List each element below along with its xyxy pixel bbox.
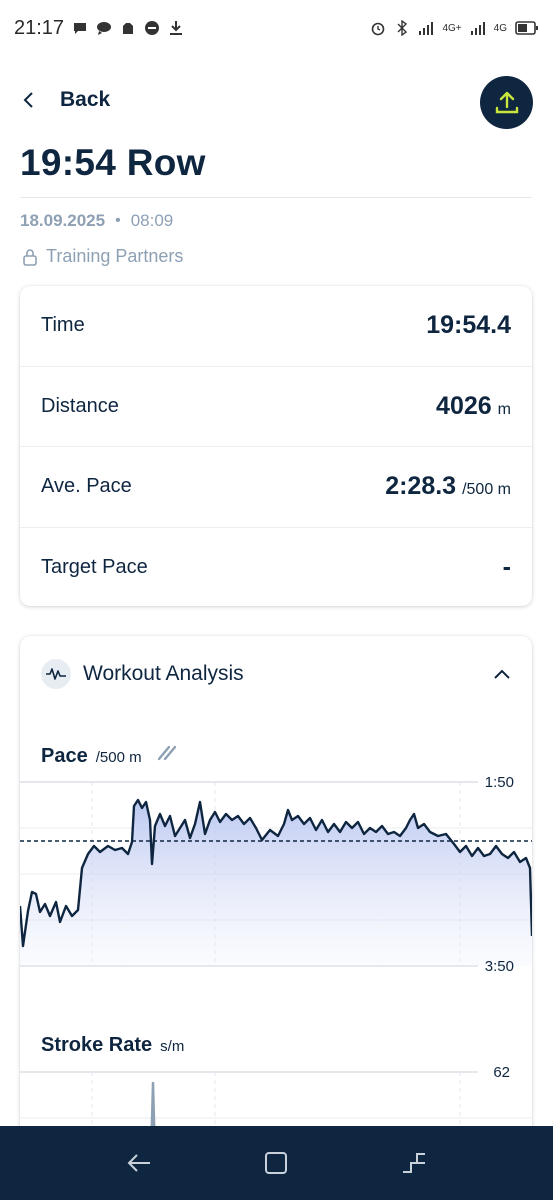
- stat-row-time: Time 19:54.4: [20, 286, 532, 367]
- stat-number: -: [502, 553, 511, 582]
- back-label: Back: [60, 88, 111, 111]
- waveform-icon: [41, 659, 71, 689]
- stroke-rate-label: Stroke Rate: [41, 1034, 153, 1056]
- stroke-axis-top: 62: [493, 1066, 510, 1081]
- payment-app-icon: [145, 21, 160, 35]
- nav-home-button[interactable]: [256, 1143, 296, 1183]
- status-time: 21:17: [14, 16, 65, 39]
- status-bar: 21:17 4G+ 4G: [0, 0, 553, 56]
- signal-icon-2: [470, 22, 485, 35]
- workout-analysis-card: Workout Analysis Pace /500 m 1:50 3:50 S…: [20, 636, 532, 1156]
- analysis-header[interactable]: Workout Analysis: [41, 656, 511, 692]
- chat-bubble-icon: [74, 23, 87, 34]
- stroke-rate-section-label: Stroke Rate s/m: [41, 1034, 184, 1057]
- pace-axis-bottom: 3:50: [485, 958, 514, 975]
- stroke-rate-unit: s/m: [160, 1038, 185, 1055]
- stat-row-ave-pace: Ave. Pace 2:28.3/500 m: [20, 447, 532, 528]
- message-icon: [97, 22, 112, 35]
- back-button[interactable]: Back: [22, 88, 110, 112]
- stat-value: 2:28.3/500 m: [385, 472, 511, 501]
- chevron-left-icon: [23, 92, 33, 108]
- home-square-icon: [265, 1152, 288, 1174]
- analysis-title: Workout Analysis: [83, 662, 244, 685]
- upload-button[interactable]: [480, 76, 533, 129]
- workout-date: 18.09.2025: [20, 211, 106, 230]
- stat-label: Time: [41, 314, 85, 337]
- app-notification-icon: [123, 23, 134, 34]
- nav-back-button[interactable]: [119, 1143, 159, 1183]
- stat-row-target-pace: Target Pace -: [20, 528, 532, 609]
- alarm-icon: [372, 22, 385, 36]
- top-bar: Back: [0, 76, 553, 130]
- stat-number: 4026: [436, 391, 492, 420]
- stat-unit: m: [497, 400, 511, 418]
- privacy-label: Training Partners: [46, 246, 184, 266]
- stat-number: 2:28.3: [385, 472, 457, 501]
- workout-meta: 18.09.2025 • 08:09: [20, 211, 173, 231]
- nav-recents-button[interactable]: [394, 1143, 434, 1183]
- network-type-2: 4G: [493, 22, 507, 34]
- signal-icon: [419, 22, 434, 35]
- chevron-up-icon[interactable]: [493, 668, 511, 680]
- network-type-1: 4G+: [442, 22, 462, 34]
- lock-icon: [23, 248, 37, 266]
- status-right: 4G+ 4G: [370, 20, 539, 36]
- pace-chart: 1:50 3:50: [20, 776, 532, 975]
- stat-label: Distance: [41, 394, 119, 417]
- pace-label: Pace: [41, 745, 88, 767]
- pace-unit: /500 m: [95, 749, 142, 766]
- pace-axis-top: 1:50: [485, 776, 514, 791]
- status-left: 21:17: [14, 17, 184, 40]
- upload-icon: [495, 91, 518, 113]
- workout-time: 08:09: [130, 211, 174, 230]
- meta-separator: •: [115, 212, 121, 229]
- download-icon: [170, 21, 183, 35]
- pace-area: [20, 800, 532, 966]
- stat-label: Target Pace: [41, 556, 148, 579]
- recents-icon: [403, 1153, 426, 1173]
- slash-toggle-icon[interactable]: [156, 744, 178, 762]
- stat-value: 4026 m: [436, 392, 511, 421]
- back-arrow-icon: [127, 1154, 150, 1172]
- page-title: 19:54 Row: [20, 142, 206, 183]
- system-nav-bar: [0, 1126, 553, 1200]
- pace-line: [20, 798, 532, 948]
- stat-value: -: [503, 553, 511, 582]
- stat-value: 19:54.4: [426, 311, 511, 340]
- stat-number: 19:54.4: [426, 311, 511, 340]
- analysis-title-wrap: Workout Analysis: [41, 659, 244, 689]
- stat-row-distance: Distance 4026 m: [20, 367, 532, 447]
- battery-icon: [515, 21, 538, 35]
- pace-section-label: Pace /500 m: [41, 744, 178, 768]
- stat-unit: /500 m: [462, 481, 511, 499]
- bluetooth-icon: [397, 20, 408, 36]
- privacy-setting[interactable]: Training Partners: [22, 246, 183, 267]
- stat-label: Ave. Pace: [41, 475, 132, 498]
- stats-card: Time 19:54.4 Distance 4026 m Ave. Pace 2:…: [20, 286, 532, 606]
- title-divider: [20, 197, 532, 198]
